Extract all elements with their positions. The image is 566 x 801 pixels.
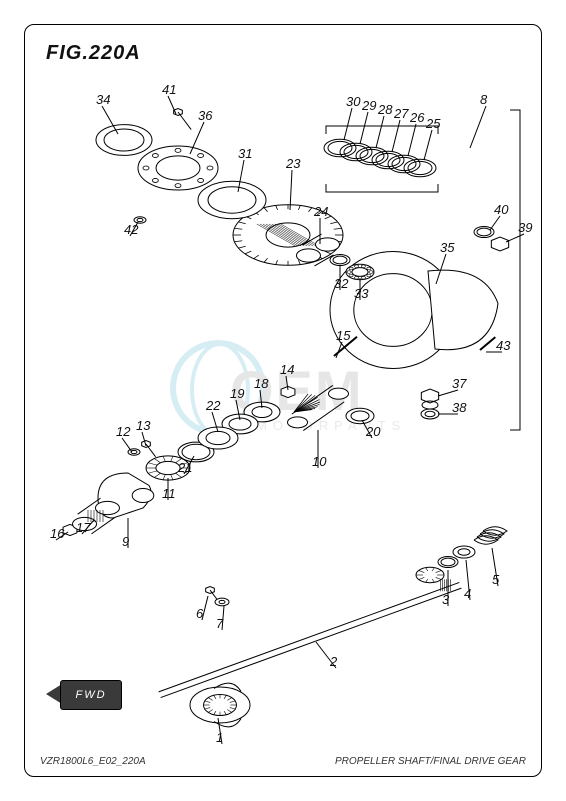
leader-8 (470, 106, 486, 148)
callout-1: 1 (216, 730, 223, 745)
leader-41 (168, 96, 176, 114)
callout-12: 12 (116, 424, 130, 439)
callout-8: 8 (480, 92, 487, 107)
callout-37: 37 (452, 376, 466, 391)
callout-13: 13 (136, 418, 150, 433)
callout-20: 20 (366, 424, 380, 439)
page-stage: FIG.220A OEM MOTORPARTS 1234567891011121… (0, 0, 566, 801)
callout-27: 27 (394, 106, 408, 121)
callout-9: 9 (122, 534, 129, 549)
callout-24: 24 (314, 204, 328, 219)
callout-26: 26 (410, 110, 424, 125)
callout-23: 23 (286, 156, 300, 171)
callout-25: 25 (426, 116, 440, 131)
callout-3: 3 (442, 592, 449, 607)
callout-33: 33 (354, 286, 368, 301)
leader-25 (424, 130, 432, 160)
callout-42: 42 (124, 222, 138, 237)
leader-29 (360, 112, 368, 144)
leader-23 (290, 170, 292, 210)
callout-31: 31 (238, 146, 252, 161)
callout-30: 30 (346, 94, 360, 109)
footer-model-code: VZR1800L6_E02_220A (40, 756, 146, 767)
callout-15: 15 (336, 328, 350, 343)
leader-28 (376, 116, 384, 148)
callout-28: 28 (378, 102, 392, 117)
leader-27 (392, 120, 400, 152)
callout-4: 4 (464, 586, 471, 601)
callout-36: 36 (198, 108, 212, 123)
fwd-label: FWD (60, 680, 122, 710)
callout-21: 21 (178, 460, 192, 475)
callout-11: 11 (162, 486, 176, 501)
leader-39 (506, 234, 524, 242)
callout-10: 10 (312, 454, 326, 469)
callout-5: 5 (492, 572, 499, 587)
leader-30 (344, 108, 352, 140)
parts-layer (63, 109, 520, 727)
callout-16: 16 (50, 526, 64, 541)
fwd-badge: FWD (46, 680, 120, 708)
callout-6: 6 (196, 606, 203, 621)
callout-40: 40 (494, 202, 508, 217)
callout-32: 32 (334, 276, 348, 291)
callout-29: 29 (362, 98, 376, 113)
callout-35: 35 (440, 240, 454, 255)
callout-39: 39 (518, 220, 532, 235)
callout-14: 14 (280, 362, 294, 377)
callout-7: 7 (216, 616, 223, 631)
callout-19: 19 (230, 386, 244, 401)
callout-22: 22 (206, 398, 220, 413)
leader-26 (408, 124, 416, 156)
leader-12 (122, 438, 132, 452)
callout-34: 34 (96, 92, 110, 107)
leader-40 (490, 216, 500, 230)
footer-part-name: PROPELLER SHAFT/FINAL DRIVE GEAR (335, 756, 526, 767)
callout-41: 41 (162, 82, 176, 97)
callout-17: 17 (76, 520, 90, 535)
callout-18: 18 (254, 376, 268, 391)
callout-43: 43 (496, 338, 510, 353)
callout-2: 2 (330, 654, 337, 669)
callout-38: 38 (452, 400, 466, 415)
